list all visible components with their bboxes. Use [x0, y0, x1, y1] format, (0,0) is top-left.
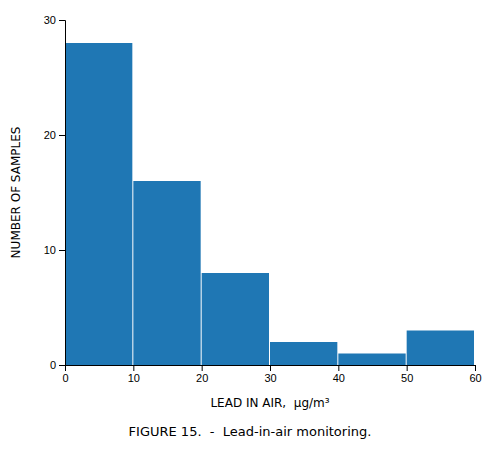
y-axis-tick: 30 [44, 14, 65, 26]
y-axis-tick-mark [59, 135, 65, 136]
x-axis-tick-label: 30 [264, 372, 276, 384]
y-axis-tick: 10 [44, 244, 65, 256]
x-axis-tick-mark [407, 365, 408, 371]
x-axis-tick-label: 60 [469, 372, 481, 384]
bar [133, 181, 200, 365]
y-axis-line [59, 21, 66, 366]
x-axis-tick: 0 [62, 365, 68, 384]
y-axis-tick: 20 [44, 129, 65, 141]
x-axis-tick: 50 [401, 365, 413, 384]
x-axis-tick-mark [338, 365, 339, 371]
bar [65, 43, 132, 365]
x-axis-tick-label: 10 [128, 372, 140, 384]
x-axis-tick-label: 0 [62, 372, 68, 384]
x-axis-tick-label: 20 [196, 372, 208, 384]
x-axis-tick: 20 [196, 365, 208, 384]
x-axis-tick: 60 [469, 365, 481, 384]
bars [65, 43, 474, 365]
x-axis-tick: 30 [264, 365, 276, 384]
x-axis-title: LEAD IN AIR, μg/m³ [210, 396, 329, 410]
x-axis-tick-mark [475, 365, 476, 371]
x-axis: 0 10 20 30 40 50 60 [62, 365, 481, 384]
bar [407, 331, 474, 366]
caption: FIGURE 15. - Lead-in-air monitoring. [129, 424, 372, 439]
plot: 0 10 20 30 40 50 60 0 10 20 30 [44, 14, 482, 384]
y-axis-title: NUMBER OF SAMPLES [9, 127, 23, 259]
y-axis-tick-mark [59, 365, 65, 366]
y-axis-tick-mark [59, 20, 65, 21]
y-axis-tick-label: 20 [44, 129, 56, 141]
x-axis-tick-mark [270, 365, 271, 371]
y-axis: 0 10 20 30 [44, 14, 66, 371]
y-axis-tick-label: 30 [44, 14, 56, 26]
x-axis-tick: 40 [333, 365, 345, 384]
x-axis-tick-label: 40 [333, 372, 345, 384]
x-axis-tick-mark [202, 365, 203, 371]
x-axis-tick-label: 50 [401, 372, 413, 384]
x-axis-tick: 10 [128, 365, 140, 384]
x-axis-tick-mark [133, 365, 134, 371]
y-axis-tick: 0 [50, 359, 65, 371]
y-axis-tick-mark [59, 250, 65, 251]
bar [338, 354, 405, 366]
y-axis-tick-label: 0 [50, 359, 56, 371]
chart: 0 10 20 30 40 50 60 0 10 20 30 LEAD IN AIR, μg/m³ NU… [0, 0, 500, 450]
y-axis-tick-label: 10 [44, 244, 56, 256]
bar [270, 342, 337, 365]
x-axis-line [66, 366, 476, 372]
bar [202, 273, 269, 365]
